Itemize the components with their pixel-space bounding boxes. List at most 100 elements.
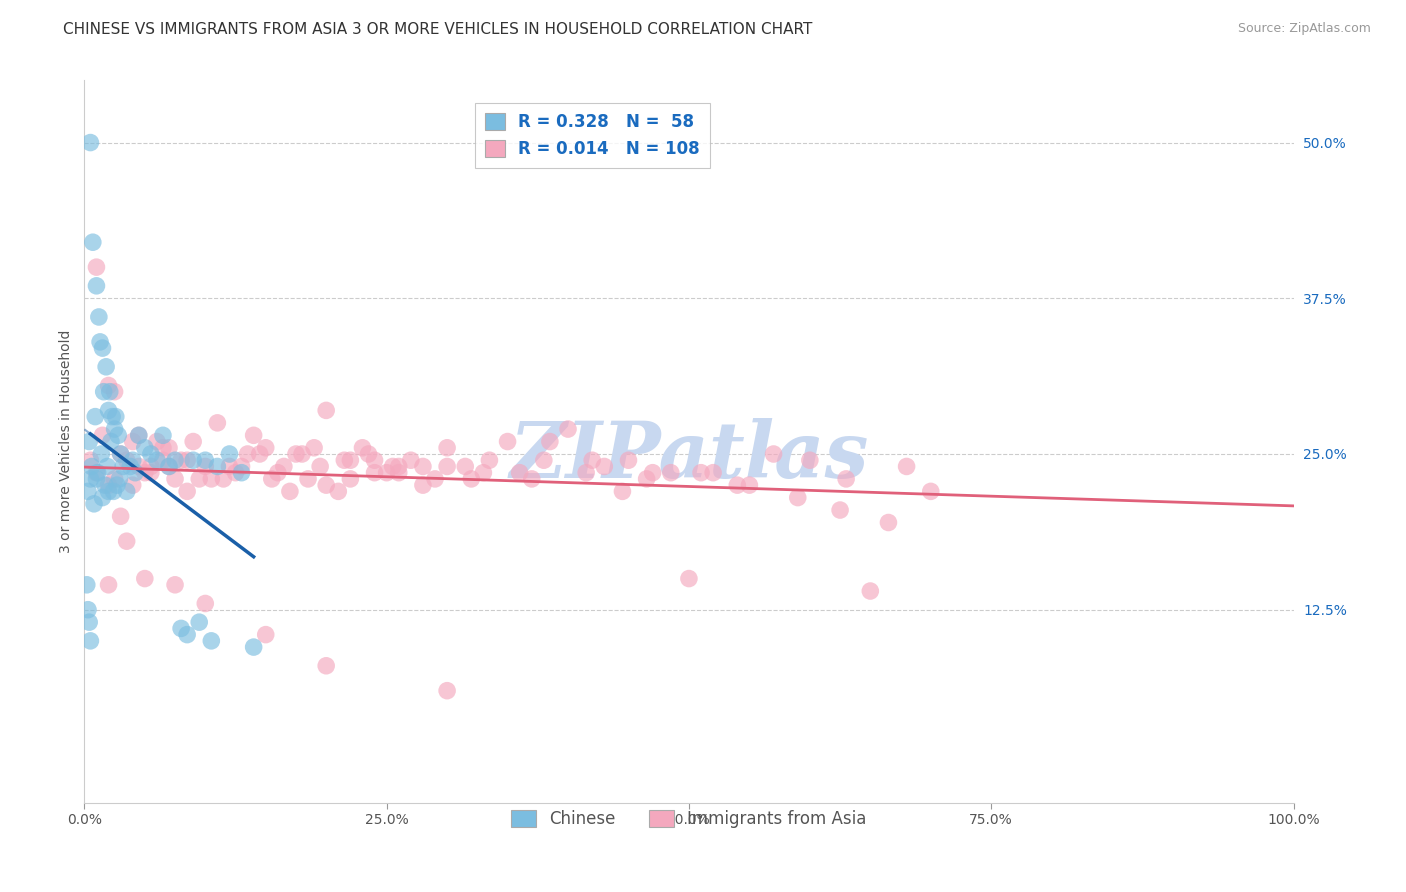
Point (97, 484, 120, 499)
Point (533, 453, 555, 467)
Point (194, 459, 217, 474)
Point (381, 459, 404, 474)
Point (176, 453, 198, 467)
Point (97, 403, 120, 417)
Point (267, 466, 290, 480)
Point (412, 459, 434, 474)
Point (170, 453, 193, 467)
Point (112, 459, 135, 474)
Point (97, 378, 120, 392)
Point (83, 497, 105, 511)
Point (509, 466, 531, 480)
Point (786, 491, 808, 505)
Point (87, 310, 110, 324)
Point (436, 683, 458, 698)
Point (399, 453, 422, 467)
Point (165, 472, 187, 486)
Point (207, 459, 229, 474)
Point (375, 466, 398, 480)
Point (157, 459, 180, 474)
Point (94, 359, 117, 374)
Point (165, 453, 187, 467)
Point (260, 472, 283, 486)
Point (363, 466, 385, 480)
Point (520, 472, 543, 486)
Point (96, 459, 118, 474)
Point (146, 434, 169, 449)
Point (121, 434, 143, 449)
Point (297, 472, 319, 486)
Point (278, 484, 301, 499)
Point (423, 472, 446, 486)
Point (103, 484, 125, 499)
Point (97, 578, 120, 592)
Point (678, 572, 700, 586)
Y-axis label: 3 or more Vehicles in Household: 3 or more Vehicles in Household (59, 330, 73, 553)
Point (702, 466, 724, 480)
Point (436, 441, 458, 455)
Point (89, 334, 111, 349)
Point (388, 466, 411, 480)
Point (152, 441, 174, 455)
Point (557, 422, 579, 436)
Point (100, 434, 122, 449)
Point (218, 459, 240, 474)
Point (110, 509, 132, 524)
Point (165, 578, 187, 592)
Point (231, 466, 253, 480)
Point (97, 478, 120, 492)
Point (641, 466, 664, 480)
Point (77, 603, 100, 617)
Point (139, 466, 162, 480)
Point (328, 484, 350, 499)
Point (134, 466, 156, 480)
Point (315, 478, 337, 492)
Point (472, 466, 495, 480)
Point (134, 441, 156, 455)
Point (575, 466, 598, 480)
Point (77, 434, 100, 449)
Point (94, 478, 117, 492)
Point (104, 422, 127, 436)
Point (91, 491, 114, 505)
Point (115, 484, 138, 499)
Point (77, 615, 100, 630)
Point (104, 472, 127, 486)
Point (285, 447, 308, 461)
Point (91, 428, 114, 442)
Legend: Chinese, Immigrants from Asia: Chinese, Immigrants from Asia (501, 799, 877, 838)
Point (121, 478, 143, 492)
Point (309, 459, 332, 474)
Point (460, 472, 482, 486)
Point (128, 459, 150, 474)
Point (762, 447, 785, 461)
Point (242, 640, 264, 654)
Point (859, 584, 882, 599)
Point (86, 472, 108, 486)
Point (357, 447, 380, 461)
Point (538, 434, 561, 449)
Point (86, 278, 108, 293)
Point (659, 466, 682, 480)
Point (315, 658, 337, 673)
Point (339, 453, 361, 467)
Point (581, 453, 603, 467)
Point (188, 472, 211, 486)
Point (157, 441, 180, 455)
Point (225, 466, 247, 480)
Point (82, 235, 104, 250)
Point (236, 447, 259, 461)
Point (146, 453, 169, 467)
Point (617, 453, 640, 467)
Point (115, 534, 138, 549)
Point (454, 459, 477, 474)
Point (339, 472, 361, 486)
Point (273, 459, 295, 474)
Point (920, 484, 942, 499)
Point (84, 409, 107, 424)
Point (725, 478, 748, 492)
Point (139, 459, 162, 474)
Point (363, 453, 385, 467)
Point (86, 466, 108, 480)
Point (194, 597, 217, 611)
